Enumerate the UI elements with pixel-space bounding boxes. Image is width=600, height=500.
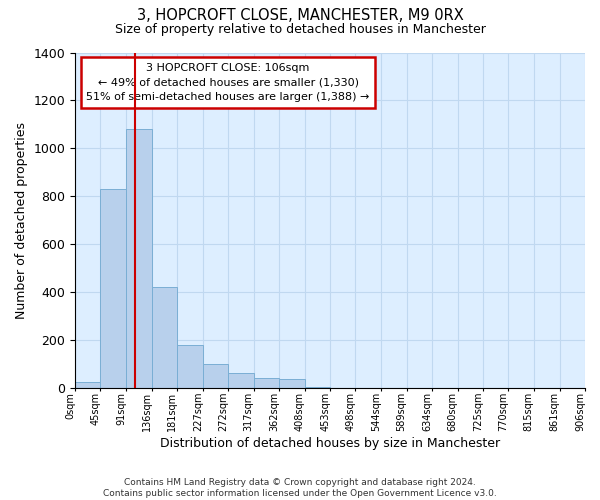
Bar [228, 374, 254, 388]
Bar [152, 287, 177, 388]
Bar [279, 380, 305, 388]
Bar [100, 189, 127, 388]
X-axis label: Distribution of detached houses by size in Manchester: Distribution of detached houses by size … [160, 437, 500, 450]
Bar [75, 382, 100, 388]
Text: Size of property relative to detached houses in Manchester: Size of property relative to detached ho… [115, 22, 485, 36]
Bar [127, 129, 152, 388]
Text: 3 HOPCROFT CLOSE: 106sqm
← 49% of detached houses are smaller (1,330)
51% of sem: 3 HOPCROFT CLOSE: 106sqm ← 49% of detach… [86, 62, 370, 102]
Bar [177, 344, 203, 388]
Text: Contains HM Land Registry data © Crown copyright and database right 2024.
Contai: Contains HM Land Registry data © Crown c… [103, 478, 497, 498]
Bar [254, 378, 279, 388]
Text: 3, HOPCROFT CLOSE, MANCHESTER, M9 0RX: 3, HOPCROFT CLOSE, MANCHESTER, M9 0RX [137, 8, 463, 22]
Y-axis label: Number of detached properties: Number of detached properties [15, 122, 28, 318]
Bar [305, 386, 330, 388]
Bar [203, 364, 228, 388]
